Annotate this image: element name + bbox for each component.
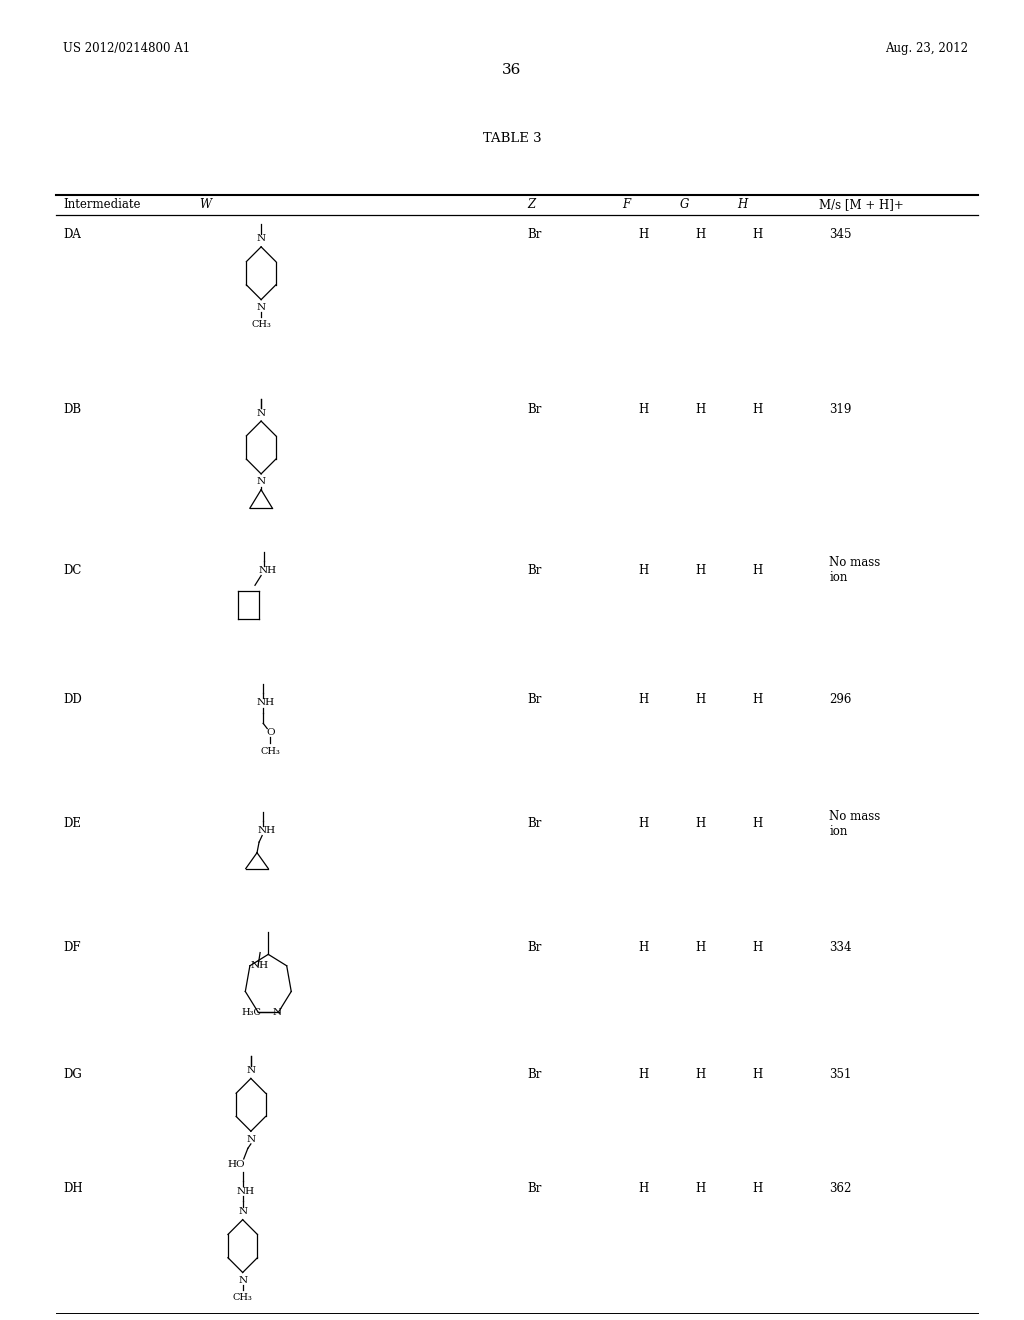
Text: HO: HO	[227, 1160, 245, 1168]
Text: H: H	[753, 1068, 763, 1081]
Text: H: H	[753, 228, 763, 242]
Text: H: H	[753, 941, 763, 954]
Text: H: H	[695, 564, 706, 577]
Text: Br: Br	[527, 941, 542, 954]
Text: H: H	[695, 817, 706, 830]
Text: H: H	[695, 1068, 706, 1081]
Text: H: H	[638, 693, 648, 706]
Text: NH: NH	[250, 961, 268, 970]
Text: No mass
ion: No mass ion	[829, 809, 881, 838]
Text: Br: Br	[527, 1181, 542, 1195]
Text: F: F	[623, 198, 631, 211]
Text: H₃C: H₃C	[241, 1007, 261, 1016]
Text: Br: Br	[527, 564, 542, 577]
Text: Br: Br	[527, 1068, 542, 1081]
Text: H: H	[638, 941, 648, 954]
Text: O: O	[266, 729, 274, 737]
Text: H: H	[638, 228, 648, 242]
Text: No mass
ion: No mass ion	[829, 556, 881, 585]
Text: US 2012/0214800 A1: US 2012/0214800 A1	[63, 42, 190, 55]
Text: 362: 362	[829, 1181, 852, 1195]
Text: CH₃: CH₃	[232, 1294, 253, 1302]
Text: NH: NH	[258, 826, 275, 836]
Text: DF: DF	[63, 941, 81, 954]
Text: 296: 296	[829, 693, 852, 706]
Text: CH₃: CH₃	[251, 321, 271, 329]
Text: N: N	[273, 1007, 282, 1016]
Text: H: H	[638, 817, 648, 830]
Text: Br: Br	[527, 817, 542, 830]
Text: DA: DA	[63, 228, 81, 242]
Text: NH: NH	[237, 1187, 254, 1196]
Text: CH₃: CH₃	[260, 747, 281, 755]
Text: H: H	[638, 564, 648, 577]
Text: NH: NH	[257, 698, 274, 708]
Text: N: N	[239, 1208, 247, 1216]
Text: Aug. 23, 2012: Aug. 23, 2012	[885, 42, 968, 55]
Text: H: H	[753, 403, 763, 416]
Text: H: H	[737, 198, 748, 211]
Text: H: H	[753, 817, 763, 830]
Text: G: G	[680, 198, 689, 211]
Text: 351: 351	[829, 1068, 852, 1081]
Text: W: W	[200, 198, 212, 211]
Text: DB: DB	[63, 403, 82, 416]
Text: H: H	[695, 1181, 706, 1195]
Text: H: H	[695, 228, 706, 242]
Text: TABLE 3: TABLE 3	[482, 132, 542, 145]
Text: H: H	[695, 941, 706, 954]
Text: DE: DE	[63, 817, 82, 830]
Text: DG: DG	[63, 1068, 82, 1081]
Text: 334: 334	[829, 941, 852, 954]
Text: Intermediate: Intermediate	[63, 198, 141, 211]
Text: Br: Br	[527, 228, 542, 242]
Text: H: H	[695, 403, 706, 416]
Text: H: H	[753, 1181, 763, 1195]
Text: H: H	[695, 693, 706, 706]
Text: H: H	[753, 693, 763, 706]
Text: H: H	[638, 1068, 648, 1081]
Text: M/s [M + H]+: M/s [M + H]+	[819, 198, 904, 211]
Text: Br: Br	[527, 693, 542, 706]
Text: N: N	[257, 304, 265, 312]
Text: H: H	[638, 403, 648, 416]
Text: DC: DC	[63, 564, 82, 577]
Text: N: N	[257, 409, 265, 417]
Text: N: N	[257, 235, 265, 243]
Text: N: N	[247, 1135, 255, 1143]
Text: DH: DH	[63, 1181, 83, 1195]
Text: 36: 36	[503, 63, 521, 77]
Text: 345: 345	[829, 228, 852, 242]
Text: H: H	[753, 564, 763, 577]
Text: 319: 319	[829, 403, 852, 416]
Text: NH: NH	[258, 566, 276, 576]
Text: N: N	[247, 1067, 255, 1074]
Text: H: H	[638, 1181, 648, 1195]
Text: Z: Z	[527, 198, 536, 211]
Text: Br: Br	[527, 403, 542, 416]
Text: N: N	[257, 478, 265, 486]
Text: DD: DD	[63, 693, 82, 706]
Text: N: N	[239, 1276, 247, 1284]
